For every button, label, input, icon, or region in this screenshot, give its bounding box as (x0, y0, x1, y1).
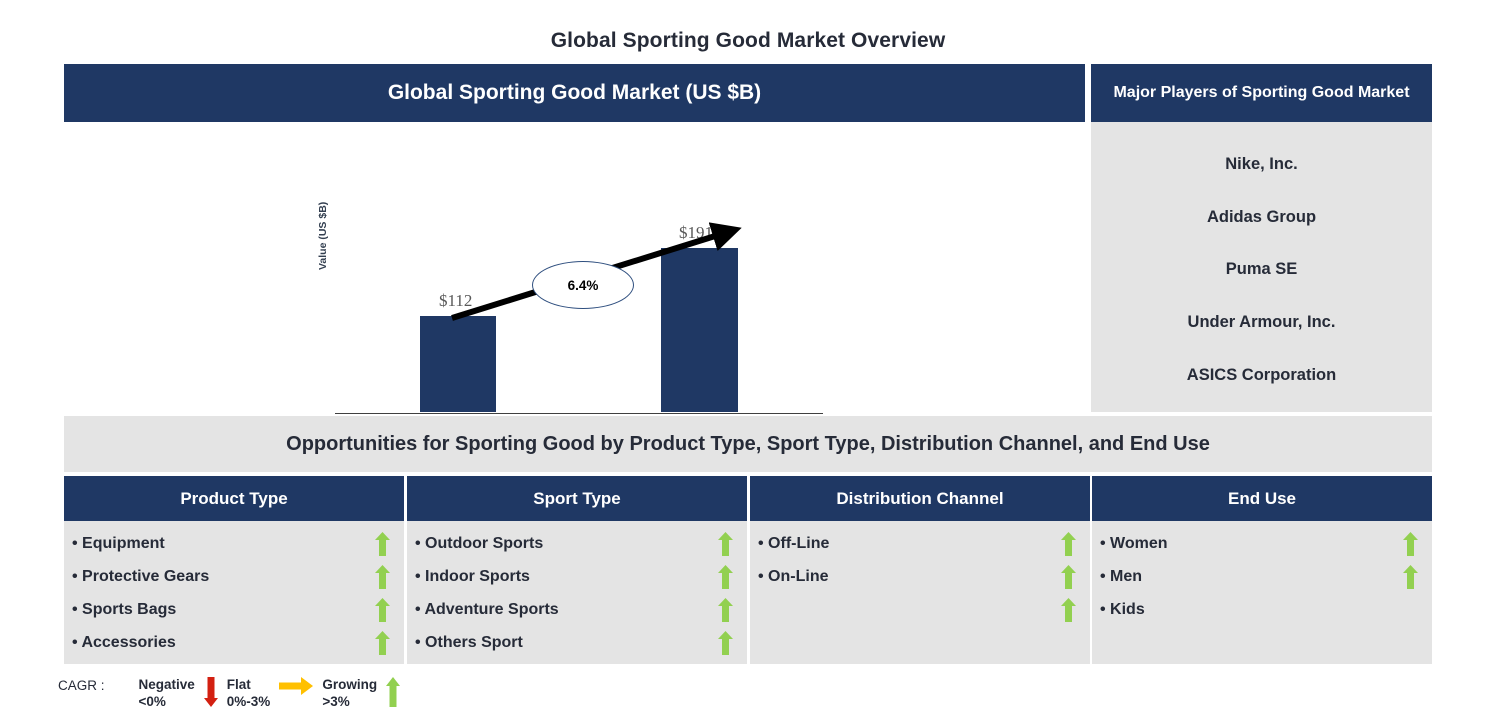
column-arrows (718, 527, 733, 659)
bar-value-2035: $191 (679, 223, 713, 242)
major-players-list: Nike, Inc. Adidas Group Puma SE Under Ar… (1091, 122, 1432, 412)
major-players-header: Major Players of Sporting Good Market (1091, 64, 1432, 122)
legend-label: Negative (138, 677, 195, 692)
arrow-slot (1061, 593, 1076, 626)
up-arrow-icon (718, 630, 733, 655)
list-item: Under Armour, Inc. (1187, 313, 1336, 332)
arrow-slot (718, 527, 733, 560)
major-players-panel: Major Players of Sporting Good Market Ni… (1091, 64, 1432, 412)
cagr-value: 6.4% (567, 277, 599, 293)
list-item: • Outdoor Sports (415, 535, 544, 552)
arrow-slot (375, 593, 390, 626)
column-body: • Off-Line • On-Line (750, 521, 1090, 664)
market-chart-panel: Global Sporting Good Market (US $B) Valu… (64, 64, 1085, 463)
list-item: Adidas Group (1206, 207, 1317, 226)
column-body: • Equipment • Protective Gears • Sports … (64, 521, 404, 664)
list-item: • Adventure Sports (415, 601, 559, 618)
arrow-slot (1403, 527, 1418, 560)
column-arrows (1403, 527, 1418, 593)
list-item: • Sports Bags (72, 601, 177, 618)
up-arrow-icon (386, 677, 401, 707)
column-header: End Use (1092, 476, 1432, 521)
opportunities-banner-text: Opportunities for Sporting Good by Produ… (286, 432, 1210, 455)
opportunity-column-distribution-channel: Distribution Channel • Off-Line • On-Lin… (750, 476, 1090, 664)
up-arrow-icon (1061, 564, 1076, 589)
list-item: • Equipment (72, 535, 165, 552)
right-arrow-icon (279, 677, 314, 695)
arrow-slot (375, 626, 390, 659)
legend-icon-wrap (386, 676, 401, 707)
column-header: Sport Type (407, 476, 747, 521)
arrow-slot (718, 560, 733, 593)
list-item: • Others Sport (415, 634, 523, 651)
legend-label: Growing (322, 677, 378, 692)
chart-plot-area: Value (US $B) $112 $191 2026 2035 6.4% S… (64, 122, 1085, 463)
arrow-slot (718, 626, 733, 659)
up-arrow-icon (1403, 564, 1418, 589)
cagr-legend: CAGR : Negative <0% Flat 0%-3% Growing >… (58, 676, 409, 710)
legend-range: >3% (322, 694, 350, 709)
up-arrow-icon (375, 531, 390, 556)
list-item: • Women (1100, 535, 1168, 552)
arrow-slot (1061, 527, 1076, 560)
legend-labels: Growing >3% (322, 676, 377, 710)
legend-icon-wrap (203, 676, 218, 707)
up-arrow-icon (375, 630, 390, 655)
arrow-slot (375, 560, 390, 593)
up-arrow-icon (1403, 531, 1418, 556)
up-arrow-icon (1061, 531, 1076, 556)
legend-labels: Flat 0%-3% (227, 676, 271, 710)
arrow-slot (1061, 560, 1076, 593)
legend-entry-flat: Flat 0%-3% (227, 676, 323, 710)
list-item: • Protective Gears (72, 568, 210, 585)
chart-x-axis-line (335, 413, 823, 414)
arrow-slot (1403, 560, 1418, 593)
up-arrow-icon (718, 597, 733, 622)
opportunity-column-sport-type: Sport Type • Outdoor Sports • Indoor Spo… (407, 476, 747, 664)
list-item: • Accessories (72, 634, 176, 651)
chart-y-axis-label: Value (US $B) (317, 201, 329, 270)
column-arrows (375, 527, 390, 659)
column-arrows (1061, 527, 1076, 626)
legend-title: CAGR : (58, 678, 105, 693)
up-arrow-icon (718, 531, 733, 556)
legend-range: <0% (138, 694, 166, 709)
legend-label: Flat (226, 677, 251, 692)
legend-entry-growing: Growing >3% (322, 676, 409, 710)
list-item: • Men (1100, 568, 1143, 585)
list-item: ASICS Corporation (1186, 366, 1337, 385)
bar-2026 (420, 316, 496, 412)
opportunity-column-product-type: Product Type • Equipment • Protective Ge… (64, 476, 404, 664)
legend-entry-negative: Negative <0% (139, 676, 227, 710)
list-item: Nike, Inc. (1225, 154, 1298, 173)
arrow-slot (375, 527, 390, 560)
column-header: Product Type (64, 476, 404, 521)
legend-icon-wrap (279, 676, 314, 695)
list-item: • Off-Line (758, 535, 830, 552)
opportunity-column-end-use: End Use • Women • Men • Kids (1092, 476, 1432, 664)
opportunities-banner: Opportunities for Sporting Good by Produ… (64, 416, 1432, 472)
bar-value-2026: $112 (439, 291, 473, 310)
up-arrow-icon (1061, 597, 1076, 622)
legend-range: 0%-3% (226, 694, 271, 709)
page-title: Global Sporting Good Market Overview (550, 29, 946, 52)
chart-panel-header: Global Sporting Good Market (US $B) (64, 64, 1085, 122)
column-header: Distribution Channel (750, 476, 1090, 521)
up-arrow-icon (375, 564, 390, 589)
up-arrow-icon (375, 597, 390, 622)
arrow-slot (718, 593, 733, 626)
column-body: • Women • Men • Kids (1092, 521, 1432, 664)
cagr-bubble: 6.4% (532, 261, 634, 309)
legend-labels: Negative <0% (139, 676, 195, 710)
down-arrow-icon (203, 677, 218, 707)
bar-2035 (661, 248, 738, 412)
list-item: Puma SE (1225, 260, 1298, 279)
column-body: • Outdoor Sports • Indoor Sports • Adven… (407, 521, 747, 664)
list-item: • On-Line (758, 568, 829, 585)
list-item: • Kids (1100, 601, 1145, 618)
up-arrow-icon (718, 564, 733, 589)
list-item: • Indoor Sports (415, 568, 530, 585)
